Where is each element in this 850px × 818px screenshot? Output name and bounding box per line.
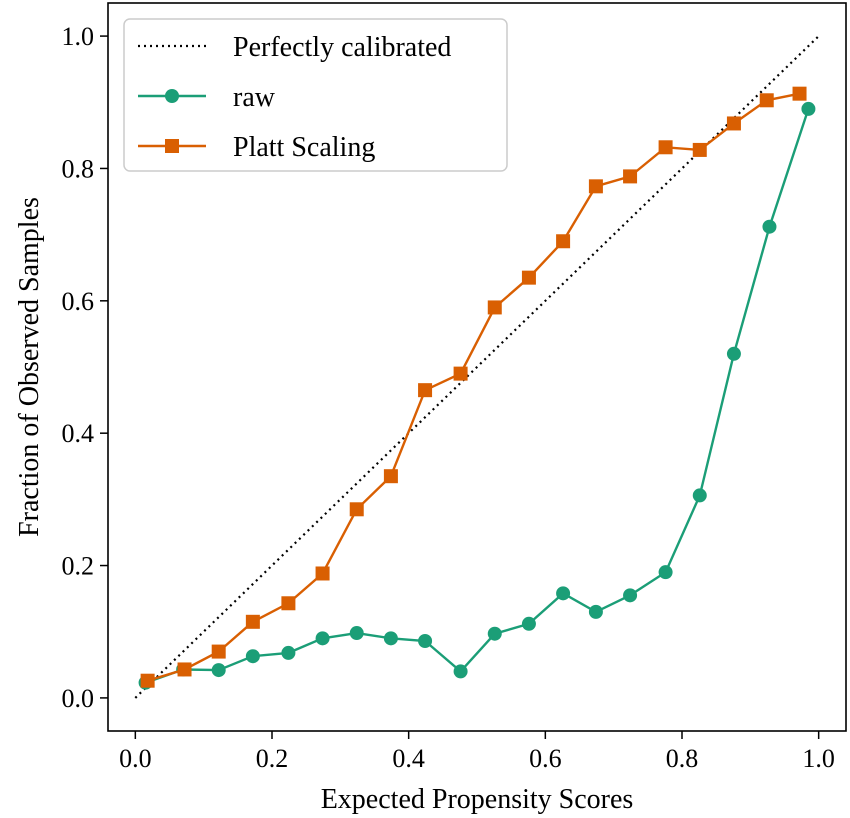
platt-scaling-point bbox=[383, 469, 398, 484]
y-tick-label: 0.2 bbox=[62, 552, 95, 581]
legend-item-platt-scaling: Platt Scaling bbox=[138, 132, 375, 163]
y-tick-label: 0.0 bbox=[62, 684, 95, 713]
legend-marker bbox=[165, 139, 179, 153]
platt-scaling-point bbox=[177, 662, 192, 677]
raw-point bbox=[556, 586, 571, 601]
raw-point bbox=[383, 631, 398, 646]
raw-point bbox=[623, 588, 638, 603]
raw-point bbox=[588, 604, 603, 619]
raw-point bbox=[801, 101, 816, 116]
x-tick-label: 0.8 bbox=[666, 744, 699, 773]
platt-scaling-point bbox=[418, 383, 433, 398]
raw-point bbox=[211, 663, 226, 678]
raw-point bbox=[281, 645, 296, 660]
platt-scaling-point bbox=[726, 116, 741, 131]
raw-point bbox=[658, 565, 673, 580]
platt-scaling-point bbox=[658, 140, 673, 155]
plot-frame bbox=[107, 2, 847, 732]
platt-scaling-point bbox=[349, 502, 364, 517]
y-tick-label: 1.0 bbox=[62, 22, 95, 51]
legend-label: raw bbox=[233, 82, 276, 113]
y-axis-label: Fraction of Observed Samples bbox=[14, 197, 45, 537]
y-tick-label: 0.8 bbox=[62, 154, 95, 183]
legend-marker bbox=[165, 89, 179, 103]
x-tick-label: 0.0 bbox=[119, 744, 152, 773]
raw-point bbox=[315, 631, 330, 646]
raw-point bbox=[245, 649, 260, 664]
x-tick-label: 1.0 bbox=[802, 744, 835, 773]
series-raw bbox=[138, 101, 816, 690]
raw-point bbox=[453, 664, 468, 679]
legend-item-raw: raw bbox=[138, 82, 276, 113]
legend-item-perfectly-calibrated: Perfectly calibrated bbox=[138, 32, 451, 63]
x-tick-label: 0.4 bbox=[392, 744, 425, 773]
platt-scaling-point bbox=[487, 300, 502, 315]
platt-scaling-point bbox=[315, 566, 330, 581]
platt-scaling-point bbox=[281, 596, 296, 611]
raw-point bbox=[762, 219, 777, 234]
platt-scaling-point bbox=[521, 270, 536, 285]
legend-label: Perfectly calibrated bbox=[233, 32, 451, 63]
raw-point bbox=[521, 616, 536, 631]
platt-scaling-point bbox=[623, 169, 638, 184]
platt-scaling-point bbox=[588, 179, 603, 194]
raw-line bbox=[145, 108, 810, 684]
raw-point bbox=[349, 626, 364, 641]
raw-point bbox=[418, 633, 433, 648]
platt-scaling-point bbox=[556, 234, 571, 249]
y-tick-label: 0.6 bbox=[62, 287, 95, 316]
data-series bbox=[134, 35, 820, 699]
x-tick-label: 0.6 bbox=[529, 744, 562, 773]
platt-scaling-point bbox=[792, 86, 807, 101]
platt-scaling-point bbox=[140, 673, 155, 688]
platt-scaling-point bbox=[211, 644, 226, 659]
platt-scaling-point bbox=[692, 142, 707, 157]
legend: Perfectly calibrated raw Platt Scaling bbox=[123, 18, 508, 172]
raw-point bbox=[487, 626, 502, 641]
y-tick-label: 0.4 bbox=[62, 419, 95, 448]
x-axis-label: Expected Propensity Scores bbox=[321, 784, 634, 815]
platt-scaling-point bbox=[245, 614, 260, 629]
series-platt-scaling bbox=[140, 86, 807, 688]
raw-point bbox=[692, 488, 707, 503]
platt-scaling-point bbox=[453, 366, 468, 381]
platt-scaling-line bbox=[147, 92, 800, 682]
raw-point bbox=[726, 346, 741, 361]
x-tick-label: 0.2 bbox=[256, 744, 289, 773]
legend-label: Platt Scaling bbox=[233, 132, 375, 163]
platt-scaling-point bbox=[759, 93, 774, 108]
axis-ticks: 0.0 0.2 0.4 0.6 0.8 1.0 0.0 0.2 0.4 0.6 0.8 1.0 bbox=[62, 22, 835, 773]
legend-box bbox=[123, 18, 508, 172]
